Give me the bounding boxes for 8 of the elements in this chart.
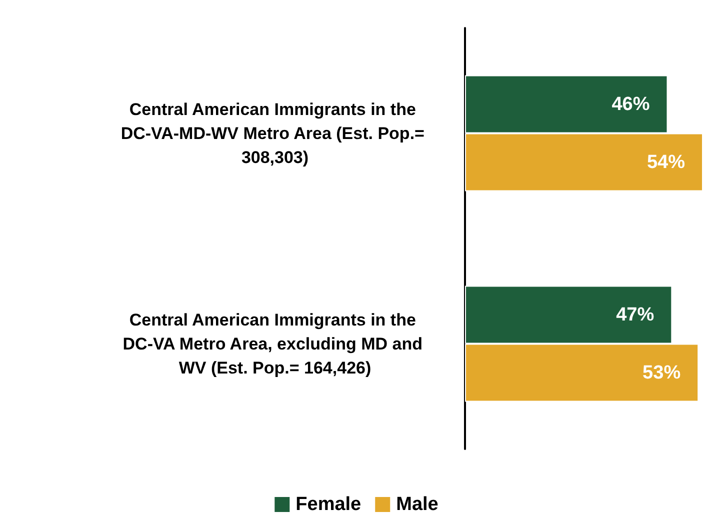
data-label: 46% bbox=[612, 94, 650, 115]
data-label: 54% bbox=[646, 152, 686, 173]
data-label: 53% bbox=[642, 362, 681, 384]
legend-label: Female bbox=[296, 494, 362, 515]
legend-label: Male bbox=[396, 494, 438, 515]
data-label: 47% bbox=[616, 304, 654, 326]
y-tick-label: Central American Immigrants in the DC-VA-MD-WV Metro Area (Est. Pop.= 308,303) bbox=[120, 100, 430, 167]
y-tick-label: Central American Immigrants in the DC-VA Metro Area, excluding MD and WV (Est. Pop.= 164,426) bbox=[122, 310, 428, 378]
